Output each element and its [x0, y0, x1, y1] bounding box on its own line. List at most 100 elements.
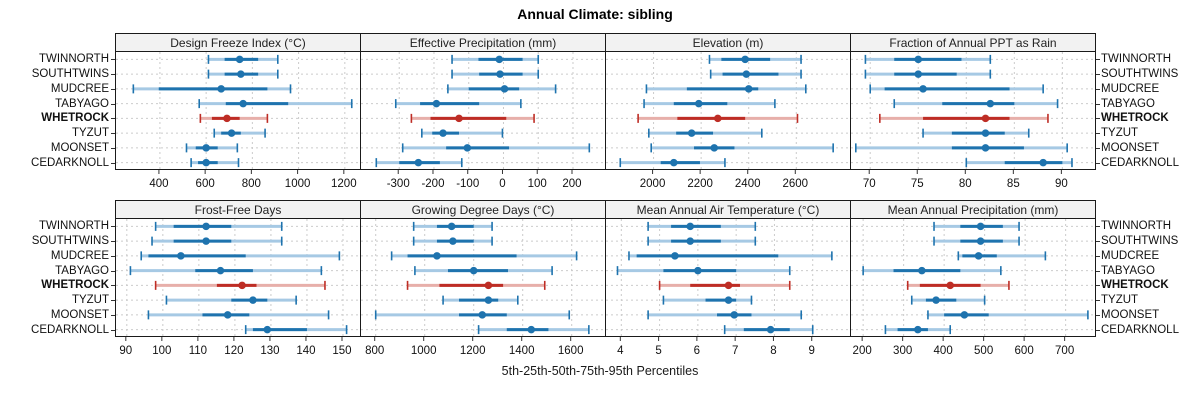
- y-tick: [111, 162, 115, 164]
- x-tick-label: 1600: [558, 345, 584, 357]
- x-tick-label: 90: [1055, 178, 1068, 190]
- x-tick-label: 85: [1007, 178, 1020, 190]
- series-southtwins: [151, 236, 283, 246]
- site-label-southtwins: SOUTHTWINS: [31, 235, 109, 248]
- x-tick-label: 700: [1055, 345, 1074, 357]
- series-whetrock: [154, 280, 326, 290]
- site-label-whetrock: WHETROCK: [41, 112, 109, 125]
- panel: Growing Degree Days (°C) 800 1000 1200 1400 1…: [360, 200, 606, 363]
- series-moonset: [401, 143, 591, 153]
- site-label-tyzut: TYZUT: [1101, 294, 1139, 307]
- x-axis: 90 100 110 120 130 140 150: [115, 337, 361, 363]
- series-twinnorth: [207, 54, 279, 64]
- x-axis-canvas: -300 -200 -100 0 100 200: [387, 170, 582, 190]
- series-cedarknoll: [375, 158, 463, 168]
- median-dot: [484, 281, 493, 290]
- median-dot: [238, 281, 246, 290]
- series-tyzut: [922, 128, 1030, 138]
- plot-canvas: [606, 52, 851, 170]
- plot-canvas: [116, 219, 361, 337]
- series-southtwins: [451, 69, 540, 79]
- median-dot: [527, 325, 536, 334]
- plot-area: [605, 52, 851, 170]
- x-tick-label: -100: [456, 178, 479, 190]
- series-whetrock: [406, 280, 546, 290]
- x-tick-label: 600: [196, 178, 215, 190]
- y-tick: [111, 147, 115, 149]
- site-label-moonset: MOONSET: [50, 308, 109, 321]
- median-dot: [455, 114, 463, 123]
- median-dot: [694, 99, 703, 108]
- x-tick-label: 2600: [782, 178, 808, 190]
- median-dot: [914, 70, 923, 78]
- panel-strip-title: Frost-Free Days: [115, 200, 361, 219]
- site-label-whetrock: WHETROCK: [1101, 112, 1169, 125]
- series-twinnorth: [154, 221, 283, 231]
- median-dot: [449, 237, 457, 245]
- median-dot: [202, 144, 210, 152]
- site-label-southtwins: SOUTHTWINS: [1101, 235, 1179, 248]
- series-southtwins: [709, 69, 802, 79]
- y-tick: [1096, 88, 1100, 90]
- y-tick: [111, 300, 115, 302]
- y-tick: [111, 226, 115, 228]
- y-tick: [1096, 329, 1100, 331]
- median-dot: [239, 99, 247, 108]
- series-tabyago: [198, 99, 353, 109]
- x-axis-canvas: 70 75 80 85 90: [863, 170, 1068, 190]
- median-dot: [249, 296, 257, 304]
- site-label-moonset: MOONSET: [50, 141, 109, 154]
- series-mudcree: [869, 84, 1044, 94]
- site-label-twinnorth: TWINNORTH: [38, 220, 109, 233]
- plot-canvas: [606, 219, 851, 337]
- median-dot: [744, 85, 753, 93]
- median-dot: [687, 129, 696, 137]
- site-label-southtwins: SOUTHTWINS: [31, 68, 109, 81]
- y-tick: [1096, 162, 1100, 164]
- site-label-cedarknoll: CEDARKNOLL: [1101, 323, 1179, 336]
- panel: Frost-Free Days 90 100 110 120 130 140 150: [115, 200, 361, 363]
- median-dot: [976, 237, 985, 245]
- site-label-cedarknoll: CEDARKNOLL: [31, 323, 109, 336]
- x-axis-canvas: 200 300 400 500 600 700: [853, 337, 1074, 357]
- x-tick-label: 0: [499, 178, 505, 190]
- plot-canvas: [116, 52, 361, 170]
- median-dot: [202, 222, 210, 231]
- y-tick: [1096, 59, 1100, 61]
- plot-area: [360, 52, 606, 170]
- site-label-tabyago: TABYAGO: [1101, 97, 1155, 110]
- series-tyzut: [910, 295, 986, 305]
- median-dot: [741, 55, 749, 64]
- x-tick-label: 120: [224, 345, 243, 357]
- y-tick: [111, 285, 115, 287]
- x-tick-label: 200: [562, 178, 581, 190]
- y-tick: [111, 314, 115, 316]
- series-mudcree: [645, 84, 807, 94]
- series-twinnorth: [864, 54, 992, 64]
- plot-area: [850, 52, 1096, 170]
- series-moonset: [185, 143, 239, 153]
- median-dot: [432, 99, 441, 108]
- series-moonset: [647, 310, 803, 320]
- median-dot: [742, 70, 751, 78]
- x-tick-label: 800: [365, 345, 384, 357]
- series-tabyago: [862, 266, 1002, 276]
- x-tick-label: 90: [119, 345, 132, 357]
- series-tabyago: [129, 266, 323, 276]
- x-tick-label: 2200: [687, 178, 713, 190]
- series-twinnorth: [708, 54, 802, 64]
- median-dot: [724, 281, 733, 290]
- median-dot: [914, 55, 923, 64]
- plot-area: [115, 219, 361, 337]
- x-tick-label: 800: [242, 178, 261, 190]
- x-axis-canvas: 400 600 800 1000 1200: [149, 170, 357, 190]
- y-tick: [111, 88, 115, 90]
- series-mudcree: [628, 251, 833, 261]
- median-dot: [986, 99, 995, 108]
- median-dot: [974, 252, 983, 260]
- y-tick: [1096, 133, 1100, 135]
- y-tick: [1096, 255, 1100, 257]
- x-axis: 2000 2200 2400 2600: [605, 170, 851, 196]
- median-dot: [914, 325, 922, 334]
